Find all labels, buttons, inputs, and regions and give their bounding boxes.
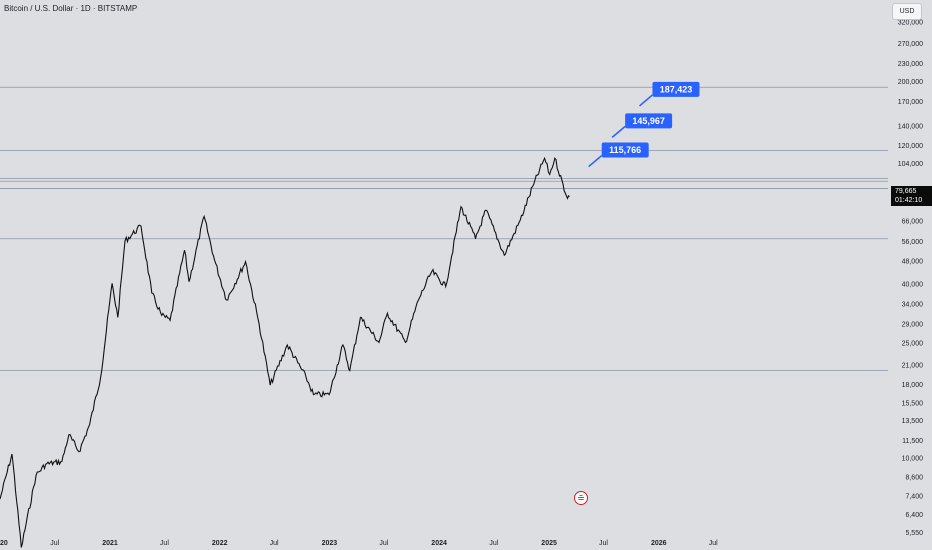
x-axis-tick-label: Jul — [709, 540, 718, 547]
y-axis-tick-label: 230,000 — [898, 61, 923, 68]
target-label-text: 145,967 — [632, 116, 665, 126]
y-axis-tick-label: 48,000 — [902, 258, 924, 265]
y-axis-tick-label: 140,000 — [898, 124, 923, 131]
y-axis-tick-label: 40,000 — [902, 281, 924, 288]
y-axis-tick-label: 320,000 — [898, 20, 923, 27]
target-pointer-line — [611, 125, 626, 139]
y-axis-tick-label: 6,400 — [905, 512, 923, 519]
x-axis-tick-label: Jul — [160, 540, 169, 547]
x-axis-tick-label: 2024 — [431, 540, 447, 547]
y-axis-tick-label: 11,500 — [902, 438, 923, 445]
price-target-label[interactable]: 187,423 — [638, 81, 700, 107]
last-price-value: 79,665 — [895, 188, 917, 195]
y-axis-tick-label: 7,400 — [905, 494, 923, 501]
x-axis-tick-label: 2026 — [651, 540, 667, 547]
x-axis-tick-label: Jul — [379, 540, 388, 547]
target-pointer-line — [638, 94, 653, 107]
x-axis-tick-label: 2023 — [322, 540, 338, 547]
y-axis-tick-label: 21,000 — [902, 362, 924, 369]
y-axis-tick-label: 15,500 — [902, 401, 924, 408]
target-pointer-line — [588, 154, 603, 168]
x-axis-tick-label: Jul — [599, 540, 608, 547]
y-axis-tick-label: 5,550 — [905, 530, 923, 537]
price-series-line — [0, 156, 570, 548]
x-axis-tick-label: Jul — [489, 540, 498, 547]
y-axis-tick-label: 34,000 — [902, 302, 924, 309]
x-axis-tick-label: 2020 — [0, 540, 8, 547]
price-target-label[interactable]: 115,766 — [588, 142, 649, 168]
bar-countdown: 01:42:10 — [895, 197, 923, 204]
price-target-label[interactable]: 145,967 — [611, 113, 673, 139]
currency-button[interactable]: USD — [892, 3, 922, 20]
target-label-box — [601, 142, 649, 158]
x-axis-tick-label: Jul — [270, 540, 279, 547]
x-axis-tick-label: Jul — [50, 540, 59, 547]
y-axis-tick-label: 104,000 — [898, 161, 923, 168]
y-axis-tick-label: 200,000 — [898, 79, 923, 86]
y-axis-tick-label: 170,000 — [898, 99, 923, 106]
y-axis-tick-label: 66,000 — [902, 218, 924, 225]
x-axis-tick-label: 2021 — [102, 540, 118, 547]
target-label-box — [625, 113, 673, 129]
y-axis-tick-label: 13,500 — [902, 418, 924, 425]
y-axis-tick-label: 120,000 — [898, 143, 923, 150]
y-axis-tick-label: 18,000 — [902, 382, 924, 389]
target-label-box — [652, 81, 700, 97]
us-flag-event-icon[interactable] — [574, 491, 588, 505]
x-axis-tick-label: 2022 — [212, 540, 228, 547]
target-label-text: 115,766 — [609, 145, 641, 155]
target-label-text: 187,423 — [660, 84, 693, 94]
y-axis-tick-label: 10,000 — [902, 456, 924, 463]
y-axis-tick-label: 8,600 — [905, 475, 923, 482]
symbol-title[interactable]: Bitcoin / U.S. Dollar · 1D · BITSTAMP — [4, 4, 138, 13]
y-axis-tick-label: 29,000 — [902, 322, 924, 329]
y-axis-tick-label: 270,000 — [898, 41, 923, 48]
last-price-label: 79,665 01:42:10 — [891, 186, 932, 206]
y-axis-tick-label: 25,000 — [902, 340, 924, 347]
y-axis-tick-label: 56,000 — [902, 239, 924, 246]
x-axis-tick-label: 2025 — [541, 540, 557, 547]
